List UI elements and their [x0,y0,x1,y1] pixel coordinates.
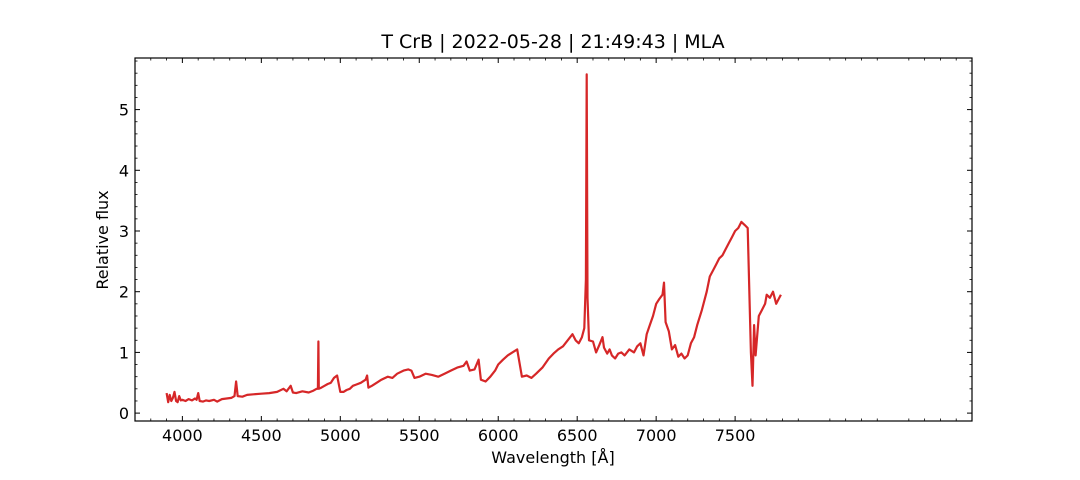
y-tick-label: 2 [119,283,129,302]
x-tick-label: 7000 [636,426,677,445]
y-tick-label: 4 [119,161,129,180]
y-tick-label: 5 [119,101,129,120]
y-axis-label: Relative flux [93,190,112,289]
x-tick-label: 6000 [478,426,519,445]
axes-frame [134,57,973,422]
y-tick-label: 0 [119,404,129,423]
x-tick-label: 7500 [715,426,756,445]
x-tick-label: 5500 [399,426,440,445]
y-tick-label: 3 [119,222,129,241]
chart-title: T CrB | 2022-05-28 | 21:49:43 | MLA [380,31,724,53]
y-tick-label: 1 [119,343,129,362]
x-axis-label: Wavelength [Å] [491,448,614,467]
x-tick-label: 4000 [162,426,203,445]
x-tick-label: 5000 [320,426,361,445]
plot-area: 4000 4500 5000 5500 6000 6500 7000 7500 0 1 2 3 4 5 [119,58,972,445]
x-tick-label: 4500 [241,426,282,445]
spectrum-line [165,73,782,404]
x-tick-label: 6500 [557,426,598,445]
